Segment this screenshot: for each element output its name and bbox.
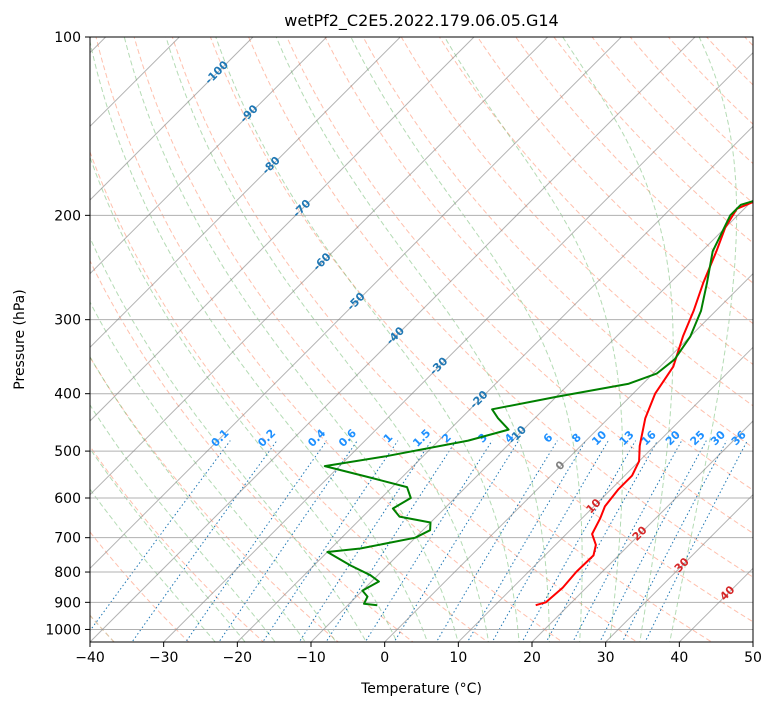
- mixing-ratio-line: [325, 440, 457, 642]
- isotherm-line: [162, 51, 753, 642]
- mixing-ratio-line: [491, 440, 609, 642]
- moist-adiabat: [90, 447, 246, 642]
- mixing-ratio-lines: [90, 440, 748, 642]
- y-axis-title: Pressure (hPa): [12, 289, 28, 389]
- x-tick-label: −10: [296, 650, 326, 666]
- grid-lines: [90, 37, 753, 630]
- x-tick-label: 40: [670, 650, 688, 666]
- y-tick-label: 500: [54, 444, 81, 460]
- y-tick-label: 700: [54, 531, 81, 547]
- dry-adiabat: [90, 150, 489, 642]
- y-tick-label: 600: [54, 491, 81, 507]
- dry-adiabat: [324, 37, 753, 491]
- mixing-ratio-line: [521, 440, 637, 642]
- moist-adiabat: [669, 37, 738, 642]
- mixing-ratio-line: [599, 440, 707, 642]
- dry-adiabat: [90, 531, 190, 642]
- chart-title: wetPf2_C2E5.2022.179.06.05.G14: [284, 11, 558, 31]
- isotherm-line: [90, 37, 254, 201]
- dry-adiabat: [476, 37, 753, 325]
- dry-adiabat: [362, 37, 753, 449]
- isotherm-line: [90, 37, 696, 642]
- moist-adiabat: [444, 37, 624, 642]
- mixing-ratio-line: [545, 440, 659, 642]
- moist-adiabat: [90, 355, 307, 642]
- mixing-ratio-line: [644, 440, 748, 642]
- x-axis: −40 −30 −20 −10 0 10 20 30 40 50: [75, 642, 762, 666]
- x-tick-label: 20: [523, 650, 541, 666]
- moist-adiabats: [90, 37, 738, 642]
- isotherm-line: [236, 125, 753, 642]
- isotherm-line: [90, 37, 623, 570]
- moist-adiabat: [90, 301, 337, 642]
- dry-adiabat: [515, 37, 753, 284]
- y-tick-label: 400: [54, 387, 81, 403]
- dry-adiabat: [400, 37, 753, 407]
- moist-adiabat: [90, 488, 216, 642]
- mixing-ratio-line: [466, 440, 587, 642]
- mixing-ratio-line: [435, 440, 558, 642]
- dry-adiabat: [171, 37, 713, 642]
- moist-adiabat: [90, 404, 276, 642]
- moist-adiabat: [275, 37, 550, 642]
- y-tick-label: 100: [54, 30, 81, 46]
- mixing-ratio-line: [131, 440, 278, 642]
- plot-frame: [89, 36, 754, 643]
- moist-adiabat: [215, 37, 520, 642]
- isotherm-line: [604, 493, 753, 642]
- isotherm-line: [310, 199, 753, 642]
- moist-adiabat: [350, 37, 583, 642]
- mixing-ratio-line: [262, 440, 399, 642]
- dry-adiabat: [95, 37, 564, 642]
- y-tick-label: 800: [54, 565, 81, 581]
- temperature-profile: [535, 200, 753, 607]
- y-tick-label: 300: [54, 313, 81, 329]
- dewpoint-profile: [323, 200, 753, 607]
- dry-adiabat: [629, 37, 753, 165]
- dry-adiabat: [209, 37, 753, 623]
- dry-adiabat: [90, 259, 414, 642]
- isotherm-line: [90, 37, 402, 349]
- mixing-ratio-line: [572, 440, 683, 642]
- moist-adiabat: [165, 37, 490, 642]
- x-axis-title: Temperature (°C): [360, 681, 482, 697]
- isotherm-line: [383, 272, 753, 642]
- x-tick-label: 50: [744, 650, 762, 666]
- x-tick-label: −30: [149, 650, 179, 666]
- mixing-ratio-line: [364, 440, 493, 642]
- x-tick-label: 30: [597, 650, 615, 666]
- isotherm-line: [90, 37, 475, 422]
- isotherm-line: [90, 37, 549, 496]
- isotherm-line: [90, 37, 181, 128]
- y-axis: 100 200 300 400 500 600 700 800 900 1000: [45, 30, 90, 638]
- y-tick-label: 1000: [45, 622, 81, 638]
- dry-adiabat: [667, 37, 753, 125]
- moist-adiabat: [123, 37, 459, 642]
- moist-adiabat: [90, 155, 398, 642]
- x-tick-label: 10: [449, 650, 467, 666]
- x-tick-label: −40: [75, 650, 105, 666]
- x-tick-label: 0: [380, 650, 389, 666]
- mixing-ratio-line: [621, 440, 728, 642]
- y-tick-label: 200: [54, 208, 81, 224]
- plot-background: [90, 37, 753, 642]
- dry-adiabat: [286, 37, 753, 534]
- moist-adiabat: [90, 39, 429, 642]
- isotherm-line: [457, 346, 753, 642]
- dry-adiabat: [133, 37, 638, 642]
- moist-adiabat: [90, 236, 367, 642]
- profiles: [323, 200, 753, 607]
- isotherm-line: [90, 37, 328, 275]
- y-tick-label: 900: [54, 595, 81, 611]
- x-tick-label: −20: [223, 650, 253, 666]
- moist-adiabat: [562, 37, 674, 642]
- isotherm-line: [531, 420, 753, 642]
- mixing-ratio-line: [298, 440, 432, 642]
- isotherms: [90, 37, 753, 642]
- dry-adiabat: [591, 37, 753, 204]
